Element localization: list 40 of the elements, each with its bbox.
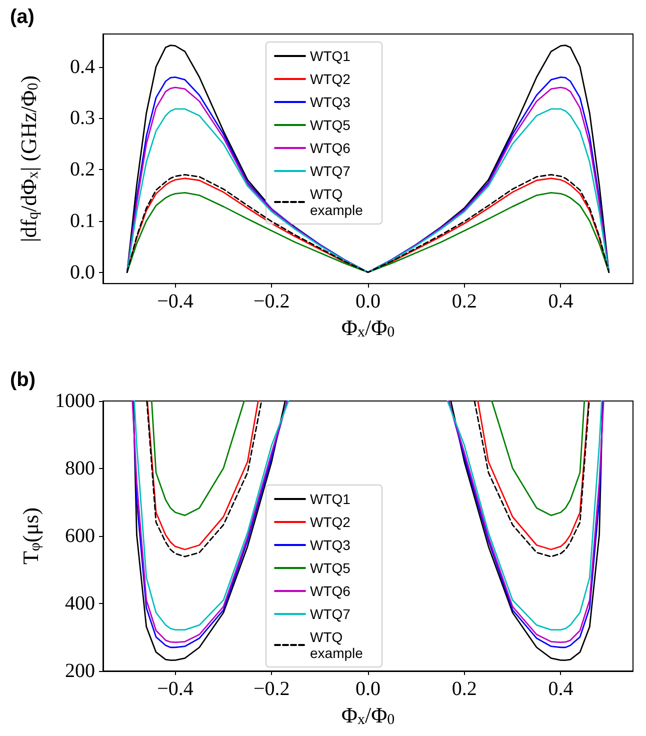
y-tick-label: 0.1	[70, 210, 95, 232]
x-tick-label: 0.4	[548, 678, 574, 700]
y-tick-label: 0.4	[70, 56, 95, 78]
legend-label: WTQ6	[310, 583, 351, 599]
legend-label: WTQ1	[310, 48, 351, 64]
legend-label: WTQ3	[310, 94, 351, 110]
x-tick-label: −0.4	[157, 678, 194, 700]
x-tick-label: 0.4	[548, 290, 574, 313]
y-tick-label: 0.2	[70, 158, 95, 181]
y-tick-label: 200	[65, 660, 95, 682]
x-tick-label: 0.0	[356, 678, 380, 700]
legend-label: WTQ5	[310, 117, 351, 133]
x-tick-label: −0.2	[253, 290, 290, 313]
x-axis-title: Φx/Φ0	[341, 702, 395, 728]
chart-title: (b)	[10, 369, 36, 391]
legend-label: WTQ2	[310, 514, 351, 530]
y-tick-label: 0.3	[70, 107, 95, 130]
x-tick-label: 0.0	[356, 290, 380, 313]
y-axis-title: |dfq/dΦx| (GHz/Φ0)	[16, 75, 42, 242]
legend-label: WTQ2	[310, 71, 351, 87]
legend-label: WTQ7	[310, 606, 351, 622]
legend-label: WTQ example	[310, 629, 364, 661]
legend-label: WTQ5	[310, 560, 351, 576]
x-tick-label: −0.2	[253, 678, 290, 700]
x-axis-title: Φx/Φ0	[341, 315, 395, 340]
y-tick-label: 1000	[55, 390, 95, 412]
y-axis-title: Tφ(μs)	[18, 507, 44, 565]
y-tick-label: 0.0	[70, 261, 95, 284]
x-tick-label: 0.2	[452, 290, 477, 313]
x-tick-label: −0.4	[157, 290, 194, 313]
x-tick-label: 0.2	[452, 678, 477, 700]
legend-label: WTQ1	[310, 491, 351, 507]
legend-label: WTQ example	[310, 186, 364, 218]
legend-label: WTQ7	[310, 163, 351, 179]
legend-label: WTQ3	[310, 537, 351, 553]
y-tick-label: 800	[65, 458, 95, 480]
y-tick-label: 600	[65, 525, 95, 547]
legend-label: WTQ6	[310, 140, 351, 156]
chart-title: (a)	[10, 6, 34, 28]
y-tick-label: 400	[65, 592, 95, 614]
